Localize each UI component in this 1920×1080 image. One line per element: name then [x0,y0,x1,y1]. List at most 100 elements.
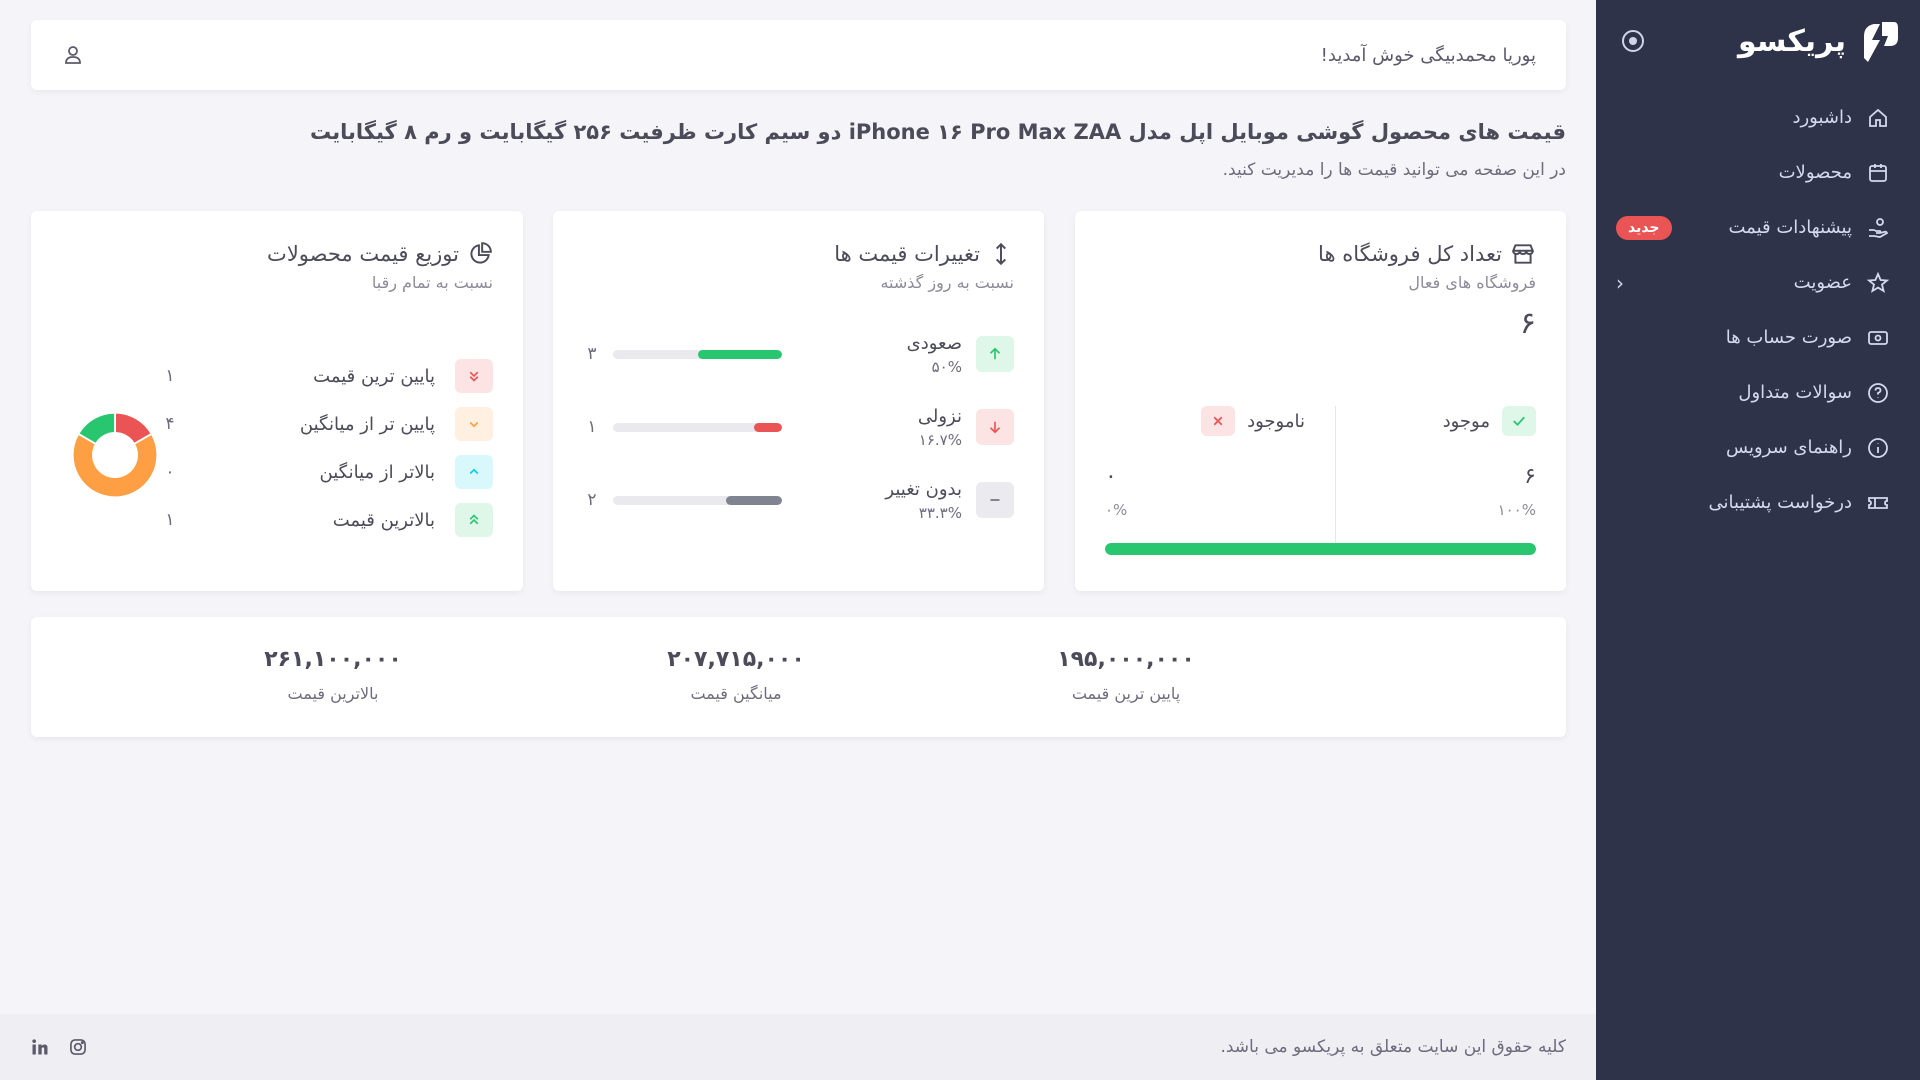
sidebar-item-label: پیشنهادات قیمت [1728,217,1852,238]
brand: پریکسو [1616,16,1900,66]
pie-chart-icon [470,242,492,264]
linkedin-icon[interactable] [30,1037,50,1057]
dist-row-above-avg: بالاتر از میانگین ۰ [160,452,493,492]
brand-logo-icon [1864,22,1898,62]
instagram-icon[interactable] [68,1037,88,1057]
brand-name: پریکسو [1738,23,1846,59]
change-bar-fill [725,495,782,505]
sidebar-item-dashboard[interactable]: داشبورد [1596,90,1920,145]
change-bar [613,422,782,432]
sidebar-item-invoices[interactable]: صورت حساب ها [1596,310,1920,365]
change-row-up: صعودی ۵۰% ۳ [583,329,1014,379]
dist-count: ۰ [165,462,175,482]
cash-icon [1868,330,1888,345]
stat-max-value: ۲۶۱,۱۰۰,۰۰۰ [264,647,402,672]
topbar: پوریا محمدبیگی خوش آمدید! [31,20,1566,90]
dist-label: بالاتر از میانگین [319,461,435,483]
sidebar-item-price-offers[interactable]: پیشنهادات قیمت جدید [1596,200,1920,255]
change-percent: ۵۰% [931,357,962,376]
close-icon [1201,406,1236,436]
ticket-icon [1868,496,1888,509]
sidebar-item-label: صورت حساب ها [1725,327,1852,348]
page-subtitle: در این صفحه می توانید قیمت ها را مدیریت … [1222,160,1566,180]
chevron-left-icon: ‹ [1616,270,1624,295]
change-count: ۱ [587,417,597,437]
sidebar-item-label: عضویت [1793,272,1852,293]
chevron-down-icon [455,407,493,441]
out-of-stock-count: ۰ [1105,464,1117,489]
hand-coin-icon [1869,217,1889,238]
sidebar-item-service-guide[interactable]: راهنمای سرویس [1596,420,1920,475]
stat-avg-value: ۲۰۷,۷۱۵,۰۰۰ [667,647,805,672]
chevrons-up-icon [455,503,493,537]
stat-max-label: بالاترین قیمت [287,684,379,703]
dist-card-title: توزیع قیمت محصولات [61,241,493,267]
store-icon [1511,244,1535,264]
social-links [30,1037,88,1057]
out-of-stock-percent: ۰% [1105,501,1128,519]
change-row-down: نزولی ۱۶.۷% ۱ [583,402,1014,452]
dist-card-subtitle: نسبت به تمام رقبا [371,273,493,292]
dist-count: ۴ [165,414,175,434]
stat-min-value: ۱۹۵,۰۰۰,۰۰۰ [1057,647,1195,672]
stock-progress-bar [1105,543,1536,555]
arrows-up-down-icon [995,242,1007,266]
change-count: ۳ [587,344,597,364]
dist-label: بالاترین قیمت [332,509,435,531]
donut-segment [77,411,116,446]
sidebar-item-label: داشبورد [1792,107,1852,128]
change-percent: ۱۶.۷% [918,430,962,449]
check-icon [1502,406,1536,436]
sidebar-item-label: محصولات [1778,162,1852,183]
sidebar-item-products[interactable]: محصولات [1596,145,1920,200]
out-of-stock-column: ناموجود ۰ ۰% [1105,406,1336,546]
arrow-down-icon [976,409,1014,445]
footer-copyright: کلیه حقوق این سایت متعلق به پریکسو می با… [1220,1037,1566,1057]
sidebar-item-support[interactable]: درخواست پشتیبانی [1596,475,1920,530]
page-title: قیمت های محصول گوشی موبایل اپل مدل iPhon… [310,120,1566,144]
stores-card: تعداد کل فروشگاه ها فروشگاه های فعال ۶ م… [1075,211,1566,591]
change-label: صعودی [906,332,962,354]
donut-segment [71,432,159,499]
stock-progress-fill [1105,543,1536,555]
sidebar-toggle-icon[interactable] [1622,30,1644,52]
stat-avg: ۲۰۷,۷۱۵,۰۰۰ میانگین قیمت [616,647,856,703]
distribution-donut [71,411,159,499]
sidebar-item-label: راهنمای سرویس [1726,437,1852,458]
arrow-up-icon [976,336,1014,372]
changes-card-subtitle: نسبت به روز گذشته [880,273,1014,292]
dist-row-below-avg: پایین تر از میانگین ۴ [160,404,493,444]
welcome-text: پوریا محمدبیگی خوش آمدید! [1320,44,1536,66]
chevron-up-icon [455,455,493,489]
dist-label: پایین ترین قیمت [313,365,435,387]
change-bar-fill [753,422,782,432]
sidebar-item-membership[interactable]: عضویت ‹ [1596,255,1920,310]
change-bar-fill [697,349,782,359]
change-bar [613,349,782,359]
dist-row-lowest: پایین ترین قیمت ۱ [160,356,493,396]
stat-max: ۲۶۱,۱۰۰,۰۰۰ بالاترین قیمت [213,647,453,703]
user-icon[interactable] [61,43,85,67]
dist-row-highest: بالاترین قیمت ۱ [160,500,493,540]
change-bar [613,495,782,505]
in-stock-percent: ۱۰۰% [1497,501,1536,519]
stores-card-title: تعداد کل فروشگاه ها [1105,241,1536,267]
price-changes-card: تغییرات قیمت ها نسبت به روز گذشته صعودی … [553,211,1044,591]
sidebar-menu: داشبورد محصولات پیشنهادات قیمت جدید عضوی… [1596,90,1920,530]
calendar-box-icon [1869,163,1887,182]
stat-avg-label: میانگین قیمت [690,684,782,703]
main-content: پوریا محمدبیگی خوش آمدید! قیمت های محصول… [30,20,1566,1057]
help-circle-icon [1868,382,1888,403]
dist-count: ۱ [165,510,175,530]
dist-label: پایین تر از میانگین [299,413,435,435]
sidebar-item-label: درخواست پشتیبانی [1708,492,1852,513]
stores-total-count: ۶ [1519,306,1536,341]
in-stock-count: ۶ [1524,464,1536,489]
sidebar-item-faq[interactable]: سوالات متداول [1596,365,1920,420]
in-stock-column: موجود ۶ ۱۰۰% [1336,406,1536,546]
brand-link[interactable]: پریکسو [1738,18,1900,64]
price-distribution-card: توزیع قیمت محصولات نسبت به تمام رقبا پای… [31,211,523,591]
change-row-unchanged: بدون تغییر ۳۳.۳% ۲ [583,475,1014,525]
stat-min-label: پایین ترین قیمت [1071,684,1181,703]
change-label: بدون تغییر [885,478,962,500]
